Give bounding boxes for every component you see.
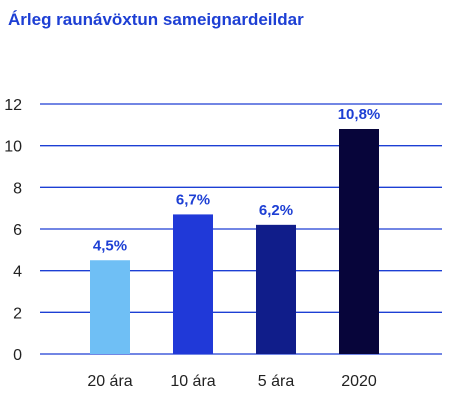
y-tick-label: 2 [13, 305, 22, 322]
x-tick-label: 2020 [341, 373, 377, 390]
y-tick-label: 4 [13, 264, 22, 281]
x-tick-label: 10 ára [170, 373, 215, 390]
data-label: 6,2% [259, 202, 293, 219]
x-tick-label: 20 ára [87, 373, 132, 390]
x-axis-ticks: 20 ára 10 ára 5 ára 2020 [87, 373, 377, 390]
x-tick-label: 5 ára [258, 373, 295, 390]
y-tick-label: 0 [13, 347, 22, 364]
bar [90, 260, 130, 354]
bar [339, 129, 379, 354]
data-label: 10,8% [338, 106, 381, 123]
y-tick-label: 8 [13, 180, 22, 197]
y-axis-ticks: 0 2 4 6 8 10 12 [4, 97, 22, 364]
y-tick-label: 6 [13, 222, 22, 239]
data-label: 4,5% [93, 237, 127, 254]
data-label: 6,7% [176, 191, 210, 208]
data-labels: 4,5% 6,7% 6,2% 10,8% [93, 106, 380, 254]
bar [173, 214, 213, 354]
bars [90, 129, 379, 354]
y-tick-label: 10 [4, 139, 22, 156]
bar [256, 224, 296, 354]
y-tick-label: 12 [4, 97, 22, 114]
chart-title: Árleg raunávöxtun sameignardeildar [8, 10, 304, 29]
